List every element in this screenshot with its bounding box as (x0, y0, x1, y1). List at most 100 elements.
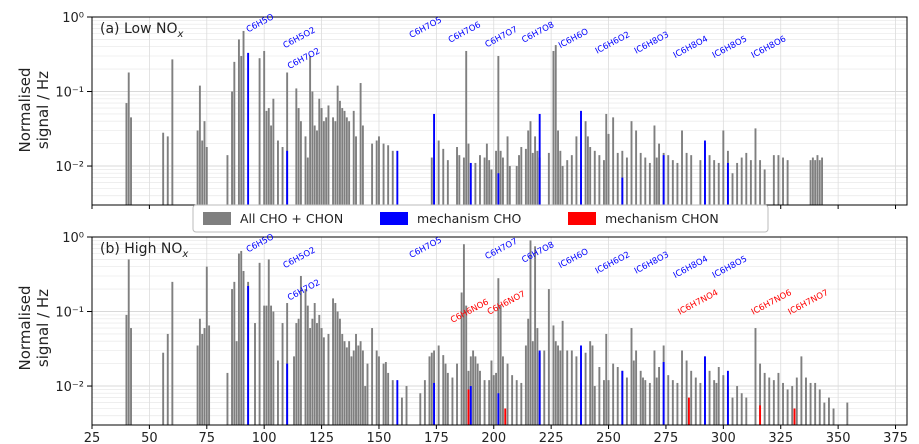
bar (233, 61, 236, 205)
bar (375, 350, 378, 425)
y-tick-label: 10⁰ (62, 11, 84, 26)
bar (442, 355, 445, 425)
bar (322, 337, 325, 425)
bar (485, 143, 488, 205)
bar (299, 121, 302, 205)
species-annotation: IC6H6O2 (594, 30, 632, 57)
species-annotation: IC6H6O2 (594, 250, 632, 277)
bar (531, 341, 534, 425)
bar (690, 155, 693, 205)
bar (603, 160, 605, 205)
bar (561, 166, 564, 205)
bar (492, 375, 495, 425)
bar (552, 50, 555, 205)
series-1 (247, 52, 729, 206)
bar (462, 157, 465, 205)
bar (655, 377, 658, 425)
bar (584, 352, 587, 425)
bar (272, 311, 275, 425)
bar (364, 386, 367, 425)
bar (474, 162, 477, 205)
bar (518, 155, 520, 205)
x-tick-label: 125 (309, 431, 334, 444)
species-annotation: IC6H8O3 (633, 250, 671, 277)
bar (495, 372, 498, 425)
bar (267, 108, 270, 205)
bar (605, 113, 608, 205)
bar (237, 253, 240, 425)
bar (547, 152, 550, 205)
bar (538, 350, 541, 425)
bar (350, 356, 353, 425)
bar (456, 147, 458, 205)
x-tick-label: 225 (539, 431, 564, 444)
bar (644, 380, 647, 425)
bar (382, 363, 385, 425)
bar (375, 140, 378, 205)
bar (428, 356, 431, 425)
bar (334, 121, 337, 205)
bar (644, 157, 647, 205)
species-annotation: IC6H7NO4 (676, 288, 720, 318)
bar (713, 380, 716, 425)
bar (690, 370, 693, 425)
bar (763, 169, 766, 205)
bar (336, 85, 339, 205)
bar (327, 105, 330, 205)
bar (267, 259, 270, 425)
y-axis-label-bottom-line1: Normalised (16, 285, 34, 370)
species-annotation: C6H5O2 (282, 26, 318, 51)
bar (800, 356, 803, 425)
bar (580, 345, 582, 425)
bar (309, 55, 312, 206)
bar (125, 103, 128, 205)
bar (226, 155, 229, 205)
bar (171, 59, 174, 206)
bar (430, 352, 433, 425)
bar (203, 121, 206, 205)
bar (566, 350, 569, 425)
bar (814, 160, 817, 205)
bar (297, 108, 300, 205)
bar (444, 363, 447, 425)
bar (304, 289, 307, 425)
bar (699, 382, 702, 425)
bar (795, 377, 798, 425)
bar (423, 380, 426, 425)
bar (472, 350, 475, 425)
x-tick-label: 300 (711, 431, 736, 444)
bar (320, 328, 323, 425)
bar (341, 333, 344, 425)
bar (208, 325, 211, 425)
bar (768, 377, 771, 425)
x-tick-label: 325 (768, 431, 793, 444)
bar (247, 286, 250, 425)
bar (304, 136, 307, 205)
bar (786, 389, 789, 425)
bar (557, 345, 559, 425)
bar (793, 408, 796, 425)
bar (322, 121, 325, 205)
bar (483, 380, 486, 425)
bar (286, 150, 289, 205)
bar (726, 162, 729, 205)
bar (612, 363, 615, 425)
bar (671, 380, 674, 425)
species-annotation: C6H5O (245, 232, 276, 255)
bar (612, 117, 615, 205)
bar (681, 350, 683, 425)
series-1 (247, 286, 729, 425)
bar (295, 323, 298, 425)
bar (433, 113, 436, 205)
bar (642, 377, 644, 425)
bar (458, 155, 461, 205)
x-tick-label: 100 (252, 431, 277, 444)
bar (593, 150, 596, 205)
bar (348, 341, 351, 425)
bar (162, 352, 165, 425)
x-tick-label: 150 (367, 431, 392, 444)
bar (786, 160, 789, 205)
bar (658, 143, 661, 205)
bar (621, 177, 624, 205)
bar (490, 169, 493, 205)
